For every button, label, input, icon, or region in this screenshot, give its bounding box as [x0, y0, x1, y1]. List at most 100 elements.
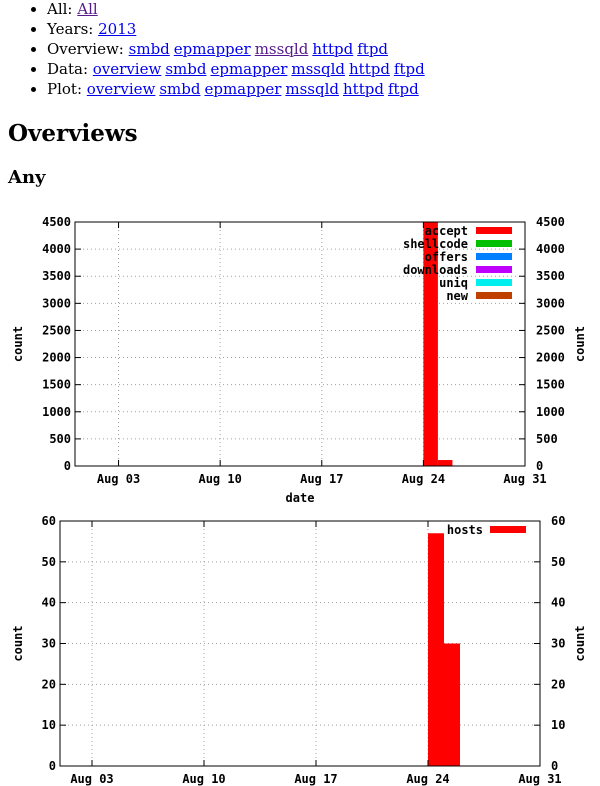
chart1-ytick-label-left: 4000 — [42, 242, 71, 256]
chart2-ylabel-right: count — [573, 625, 587, 661]
chart2-xtick-label: Aug 31 — [518, 772, 561, 786]
nav-link-plot-ftpd[interactable]: ftpd — [387, 80, 419, 98]
chart1-xtick-label: Aug 03 — [97, 472, 140, 486]
chart1-xtick-label: Aug 31 — [503, 472, 546, 486]
nav-item-all: All: All — [47, 0, 429, 19]
chart1-ytick-label-left: 3000 — [42, 296, 71, 310]
chart1-legend-swatch-shellcode — [476, 240, 512, 247]
chart2-bar-hosts — [444, 643, 460, 766]
chart1-ytick-label-left: 1500 — [42, 378, 71, 392]
nav-links-plot: overview smbd epmapper mssqld httpd ftpd — [87, 80, 423, 98]
chart1-xlabel: date — [286, 491, 315, 505]
chart1-ytick-label-right: 500 — [536, 432, 558, 446]
chart1-ytick-label-right: 4000 — [536, 242, 565, 256]
nav-link-data-smbd[interactable]: smbd — [165, 60, 207, 78]
nav-link-overview-httpd[interactable]: httpd — [312, 40, 354, 58]
nav-link-overview-smbd[interactable]: smbd — [128, 40, 170, 58]
chart2-ytick-label-left: 20 — [42, 677, 56, 691]
chart2-ytick-label-left: 30 — [42, 637, 56, 651]
chart2-ytick-label-left: 50 — [42, 555, 56, 569]
nav-item-data: Data: overviewsmbdepmappermssqldhttpdftp… — [47, 59, 429, 79]
chart1-ytick-label-left: 2500 — [42, 323, 71, 337]
chart1-legend-label-uniq: uniq — [439, 276, 468, 290]
chart1-frame — [74, 221, 526, 467]
chart1-ylabel-right: count — [573, 326, 587, 362]
chart1-bar-accept — [437, 460, 453, 466]
page-title: Overviews — [8, 120, 138, 147]
nav-list: All: All Years: 2013 Overview: smbdepmap… — [30, 0, 429, 99]
chart1-legend-label-offers: offers — [425, 250, 468, 264]
chart2-legend-label-hosts: hosts — [447, 523, 483, 537]
chart1-ytick-label-left: 0 — [64, 459, 71, 473]
chart1-legend-label-new: new — [446, 289, 468, 303]
chart1-ytick-label-left: 4500 — [42, 215, 71, 229]
chart2-ytick-label-right: 60 — [551, 514, 565, 528]
nav-link-overview-epmapper[interactable]: epmapper — [173, 40, 251, 58]
chart2-ytick-label-right: 30 — [551, 637, 565, 651]
chart2-legend-swatch-hosts — [490, 526, 526, 533]
nav-link-plot-smbd[interactable]: smbd — [159, 80, 201, 98]
chart1-ytick-label-right: 4500 — [536, 215, 565, 229]
chart2-ytick-label-right: 40 — [551, 596, 565, 610]
chart2-ytick-label-left: 60 — [42, 514, 56, 528]
chart-overview-counts: 0 0 500 500 1000 1000 1500 1500 2000 2000 2500 2500… — [11, 215, 587, 505]
chart1-bar-accept — [423, 222, 438, 466]
chart1-legend-label-accept: accept — [425, 224, 468, 238]
chart2-bar-hosts — [428, 533, 444, 766]
nav-link-data-epmapper[interactable]: epmapper — [210, 60, 288, 78]
chart-hosts: 0 0 10 10 20 20 30 30 40 40 50 50 60 60 Aug 03 Aug 10 Au… — [11, 514, 587, 786]
nav-link-data-httpd[interactable]: httpd — [349, 60, 390, 78]
chart2-ytick-label-left: 0 — [49, 759, 56, 773]
chart1-xtick-label: Aug 10 — [198, 472, 241, 486]
nav-link-overview-ftpd[interactable]: ftpd — [357, 40, 389, 58]
chart1-legend-swatch-accept — [476, 227, 512, 234]
chart2-ytick-label-right: 20 — [551, 677, 565, 691]
chart1-ytick-label-right: 0 — [536, 459, 543, 473]
chart2-ytick-label-right: 0 — [551, 759, 558, 773]
nav-link-data-ftpd[interactable]: ftpd — [393, 60, 425, 78]
nav-link-all-All[interactable]: All — [77, 0, 98, 18]
nav-label-years: Years: — [47, 20, 94, 38]
nav-links-years: 2013 — [98, 20, 140, 38]
chart1-ytick-label-right: 2500 — [536, 323, 565, 337]
nav-links-all: All — [77, 0, 101, 18]
chart1-legend-swatch-new — [476, 292, 512, 299]
nav-link-plot-overview[interactable]: overview — [86, 80, 156, 98]
nav-link-years-2013[interactable]: 2013 — [98, 20, 137, 38]
nav-link-data-mssqld[interactable]: mssqld — [291, 60, 345, 78]
nav-link-plot-httpd[interactable]: httpd — [343, 80, 384, 98]
nav-link-plot-mssqld[interactable]: mssqld — [285, 80, 340, 98]
chart1-legend-swatch-downloads — [476, 266, 512, 273]
chart1-xtick-label: Aug 17 — [300, 472, 343, 486]
chart2-xtick-label: Aug 03 — [70, 772, 113, 786]
chart1-ytick-label-right: 2000 — [536, 351, 565, 365]
chart1-ytick-label-right: 3500 — [536, 269, 565, 283]
chart2-ytick-label-left: 40 — [42, 596, 56, 610]
chart1-ytick-label-right: 1000 — [536, 405, 565, 419]
chart1-ylabel-left: count — [11, 326, 25, 362]
chart1-legend-label-shellcode: shellcode — [403, 237, 468, 251]
chart2-ytick-label-right: 50 — [551, 555, 565, 569]
chart2-xtick-label: Aug 24 — [406, 772, 449, 786]
nav-links-data: overview smbd epmapper mssqld httpd ftpd — [93, 60, 429, 78]
nav-item-plot: Plot: overviewsmbdepmappermssqldhttpdftp… — [47, 79, 429, 99]
chart1-ytick-label-right: 3000 — [536, 296, 565, 310]
nav-label-overview: Overview: — [47, 40, 124, 58]
nav-link-plot-epmapper[interactable]: epmapper — [204, 80, 282, 98]
chart2-ytick-label-right: 10 — [551, 718, 565, 732]
chart1-ytick-label-left: 3500 — [42, 269, 71, 283]
chart1-ytick-label-left: 2000 — [42, 351, 71, 365]
nav-label-all: All: — [47, 0, 73, 18]
nav-link-data-overview[interactable]: overview — [92, 60, 162, 78]
nav-label-data: Data: — [47, 60, 88, 78]
chart2-xtick-label: Aug 17 — [294, 772, 337, 786]
section-title: Any — [8, 167, 46, 188]
chart2-xtick-label: Aug 10 — [182, 772, 225, 786]
chart1-xtick-label: Aug 24 — [402, 472, 445, 486]
chart2-ytick-label-left: 10 — [42, 718, 56, 732]
chart1-ytick-label-left: 1000 — [42, 405, 71, 419]
nav-label-plot: Plot: — [47, 80, 83, 98]
nav-link-overview-mssqld[interactable]: mssqld — [254, 40, 309, 58]
nav-item-years: Years: 2013 — [47, 19, 429, 39]
